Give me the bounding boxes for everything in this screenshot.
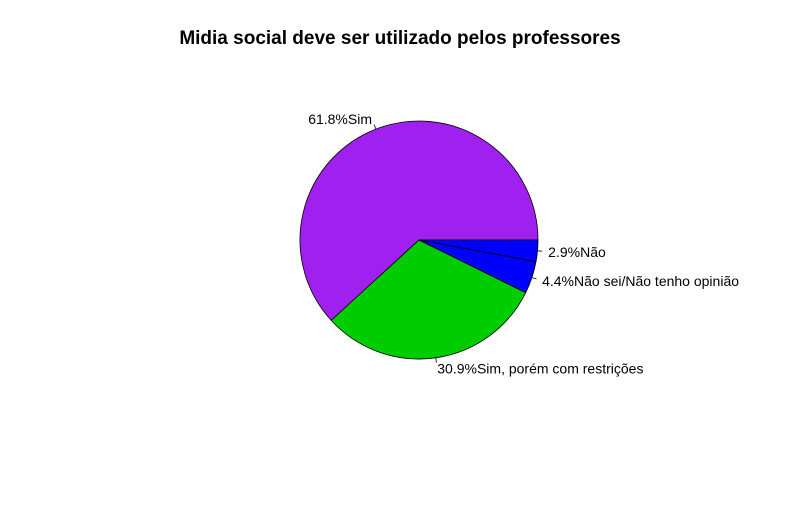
- slice-label-30-9-sim-porem-com-restricoes: 30.9%Sim, porém com restrições: [437, 360, 643, 376]
- slice-label-61-8-sim: 61.8%Sim: [308, 111, 372, 127]
- label-tick-61-8-sim: [374, 125, 376, 129]
- slice-label-4-4-nao-sei-nao-tenho-opiniao: 4.4%Não sei/Não tenho opinião: [542, 273, 739, 289]
- slice-label-2-9-nao: 2.9%Não: [548, 244, 606, 260]
- chart-title: Midia social deve ser utilizado pelos pr…: [0, 28, 800, 50]
- label-tick-4-4-nao-sei-nao-tenho-opiniao: [532, 277, 537, 278]
